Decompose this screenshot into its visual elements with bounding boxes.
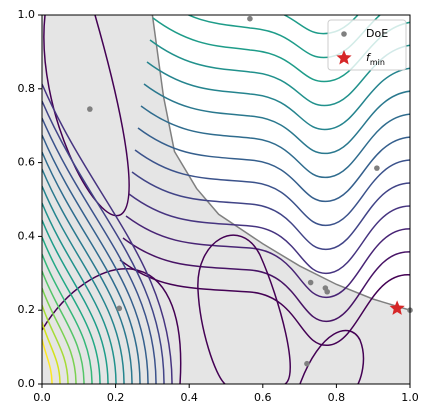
contour-line [125,215,410,298]
point [341,31,347,37]
constraint-boundary [151,15,410,311]
contour-line [42,134,149,384]
contour-line [42,168,133,384]
x-tick-label: 0.0 [33,391,51,404]
legend-label: fmin [366,51,385,67]
point [247,15,253,22]
contour-line [128,193,410,274]
contour-line [282,15,359,35]
contour-line [42,219,109,384]
contour-line [42,253,93,384]
star-marker [336,50,352,65]
point [304,360,310,367]
contour-line [42,304,69,384]
feasible-region [42,15,410,384]
contour-line [143,83,410,155]
contour-line [134,149,410,227]
contour-line [42,338,53,384]
legend-label: DoE [366,27,388,40]
contour-line [140,105,410,179]
x-tick-label: 1.0 [401,391,419,404]
contour-line [299,329,365,384]
contour-line [42,100,165,384]
x-tick-label: 0.4 [180,391,198,404]
axes-frame [41,14,411,385]
x-tick-label: 0.6 [254,391,272,404]
contour-line [43,15,130,217]
contour-line [42,270,85,384]
y-tick-label: 0.2 [18,303,36,316]
contour-line [42,321,61,384]
contour-line [42,117,157,384]
contour-line [42,268,182,384]
y-tick-label: 0.8 [18,82,36,95]
y-tick-label: 0.6 [18,156,36,169]
contour-line [42,185,125,384]
contour-line [149,39,410,107]
x-tick-label: 0.8 [328,391,346,404]
contour-line [42,151,141,384]
contour-line [42,202,117,384]
contour-line [146,61,410,131]
contour-line [42,236,101,384]
point [324,288,331,295]
x-tick-label: 0.2 [107,391,125,404]
y-tick-label: 0.4 [18,229,36,242]
contour-line [197,234,291,384]
legend-label-main: f [366,51,372,64]
contour-line [122,237,410,322]
contour-line [131,171,410,250]
y-tick-label: 0.0 [18,377,36,390]
point [307,279,314,286]
contour-line [137,127,410,203]
y-tick-label: 1.0 [18,8,36,21]
point [87,106,93,112]
contour-line [42,83,173,384]
legend-label-subscript: min [370,58,385,67]
contour-line [42,287,77,384]
plot-area [42,15,410,384]
point [374,165,380,171]
point [116,305,123,312]
star-marker [389,300,405,315]
marks: 0.0 0.2 0.4 0.6 0.8 1.0 0.0 0.2 0.4 0.6 0.8 1.0 DoE f… [18,8,419,404]
contour-line [119,259,410,346]
